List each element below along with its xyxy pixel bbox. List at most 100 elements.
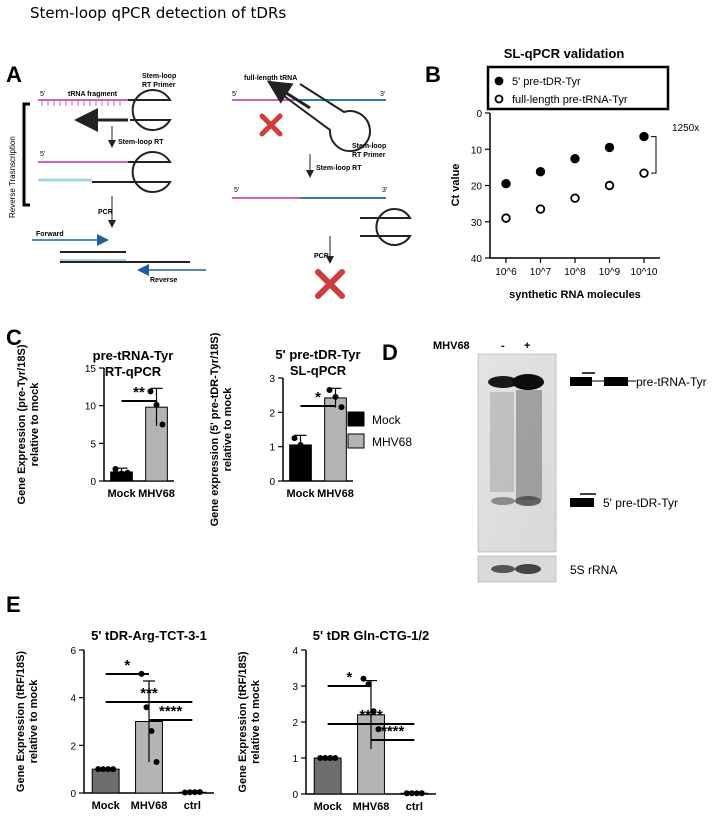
chart-b-legend-marker	[494, 76, 504, 86]
chart-b-legend-marker	[494, 94, 504, 104]
blot-band-tdr-plus	[515, 496, 541, 506]
chart-e2-point	[327, 755, 334, 761]
chart-c2-point	[332, 393, 339, 400]
chart-b-x-tick-label: 10^10	[631, 267, 658, 278]
chart-c1-y-label-2: relative to mock	[29, 382, 41, 467]
chart-c2-y-tick-label: 3	[269, 374, 275, 385]
chart-b-point	[535, 167, 546, 177]
band-label-5s: 5S rRNA	[570, 563, 617, 577]
full-length-trna-label: full-length tRNA	[244, 75, 297, 82]
chart-b-fold-bracket	[651, 136, 657, 174]
chart-b-point	[604, 180, 615, 191]
panel-letter-d: D	[382, 340, 398, 365]
chart-c2-point	[338, 404, 345, 411]
figure-title: Stem-loop qPCR detection of tDRs	[30, 4, 286, 22]
chart-e1-sig-label: ***	[140, 685, 158, 702]
chart-e2-point	[360, 675, 367, 682]
chart-e2-y-tick-label: 4	[292, 646, 298, 657]
chart-e1-x-tick-label: Mock	[92, 800, 121, 812]
chart-e2-sig-label: ****	[381, 723, 405, 740]
chart-b-point	[501, 213, 511, 223]
lane-plus-label: +	[524, 340, 530, 352]
chart-b-legend-label: 5' pre-tDR-Tyr	[512, 76, 581, 88]
chart-e1: 5' tDR-Arg-TCT-3-1 0 2 4 6 Gene Expression (t…	[15, 628, 214, 812]
chart-b-legend-box	[486, 65, 670, 111]
no-pcr-x-icon	[315, 269, 345, 299]
chart-e2-y-tick-label: 2	[292, 718, 298, 729]
chart-c2-y-label: Gene expression (5' pre-tDR-Tyr/18S)	[209, 332, 221, 526]
panel-letter-e: E	[6, 592, 21, 617]
chart-e2-point	[403, 790, 410, 797]
chart-e2-x-tick-label: Mock	[314, 801, 343, 813]
chart-c2-legend-swatch	[347, 411, 365, 427]
tdr-schematic-icon	[570, 493, 596, 507]
chart-c2-point	[326, 387, 333, 394]
pcr-label-1: PCR	[98, 209, 113, 216]
chart-c1-point	[112, 465, 119, 472]
chart-e1-sig-label: *	[124, 657, 130, 674]
chart-e1-point	[196, 789, 203, 796]
chart-e2-point	[322, 755, 329, 761]
chart-b-y-tick-label: 10	[471, 145, 483, 156]
chart-c2-x-tick-label: Mock	[286, 488, 315, 500]
chart-c2-x-tick-label: MHV68	[317, 488, 354, 500]
chart-c2-y-label-2: relative to mock	[222, 387, 234, 472]
chart-e1-title: 5' tDR-Arg-TCT-3-1	[91, 628, 207, 643]
panel-d: D MHV68 - + pre-tRNA-Tyr 5' pre-tDR-Tyr …	[382, 340, 707, 583]
chart-e2-point	[370, 708, 377, 715]
band-label-pre-trna: pre-tRNA-Tyr	[636, 375, 707, 389]
chart-c2-y-tick-label: 2	[269, 408, 275, 419]
chart-e2-y-label: Gene Expression (tRF/18S)	[237, 651, 249, 793]
five-prime-label-2: 5'	[40, 151, 45, 158]
chart-b-point	[501, 178, 511, 189]
lane-minus-label: -	[501, 340, 505, 352]
chart-b-point	[570, 153, 580, 164]
chart-b-x-tick-label: 10^9	[599, 267, 621, 278]
chart-e1-point	[95, 766, 102, 773]
stem-loop-rt-label-2: Stem-loop RT	[316, 165, 362, 172]
reverse-label: Reverse	[150, 277, 177, 284]
panel-letter-b: B	[425, 62, 441, 87]
chart-c1-y-tick-label: 0	[90, 477, 96, 488]
stem-loop-label-1: Stem-loop	[142, 73, 176, 80]
rt-primer-label-2: RT Primer	[352, 152, 386, 159]
panel-e: E 5' tDR-Arg-TCT-3-1 0 2 4 6 Gene Expression …	[6, 592, 436, 813]
chart-b-x-tick-label: 10^8	[564, 267, 586, 278]
chart-e1-point	[105, 766, 112, 773]
chart-c1-x-tick-label: Mock	[107, 488, 136, 500]
stem-loop-label-2: Stem-loop	[352, 143, 386, 150]
stem-loop-primer-blocked	[283, 83, 371, 153]
panel-b: B SL-qPCR validation 5' pre-tDR-Tyr full-l…	[425, 46, 699, 301]
chart-e1-point	[153, 759, 160, 766]
chart-c2-point	[303, 445, 310, 452]
five-prime-label-3: 5'	[232, 91, 237, 98]
chart-c2-point	[297, 441, 304, 448]
stem-loop-primer-3	[360, 208, 412, 246]
stem-loop-rt-label-1: Stem-loop RT	[118, 139, 164, 146]
chart-e1-y-tick-label: 4	[70, 694, 76, 705]
chart-e2-y-tick-label: 3	[292, 682, 298, 693]
chart-e1-point	[110, 766, 117, 773]
chart-e1-y-tick-label: 0	[70, 789, 76, 800]
chart-c1-x-tick-label: MHV68	[138, 488, 175, 500]
chart-b-point	[604, 142, 615, 153]
chart-b-y-tick-label: 0	[476, 109, 482, 120]
5s-band-plus	[515, 564, 541, 574]
chart-c2-title: 5' pre-tDR-Tyr	[275, 347, 360, 362]
chart-e2-y-tick-label: 1	[292, 754, 298, 765]
chart-e2: 5' tDR Gln-CTG-1/2 0 1 2 3 4 Gene Expression (…	[237, 628, 436, 813]
reverse-transcription-label: Reverse Trasnscription	[8, 136, 17, 218]
chart-b-x-tick-label: 10^7	[530, 267, 552, 278]
three-prime-label-2: 3'	[382, 187, 387, 194]
chart-e2-point	[418, 790, 425, 797]
five-prime-label: 5'	[40, 91, 45, 98]
chart-e1-bar	[91, 768, 120, 794]
chart-e1-point	[191, 789, 198, 796]
fold-change-annotation: 1250x	[672, 123, 699, 134]
chart-b-point	[535, 204, 546, 214]
trna-fragment-label: tRNA fragment	[68, 91, 118, 98]
chart-e1-y-tick-label: 6	[70, 646, 76, 657]
